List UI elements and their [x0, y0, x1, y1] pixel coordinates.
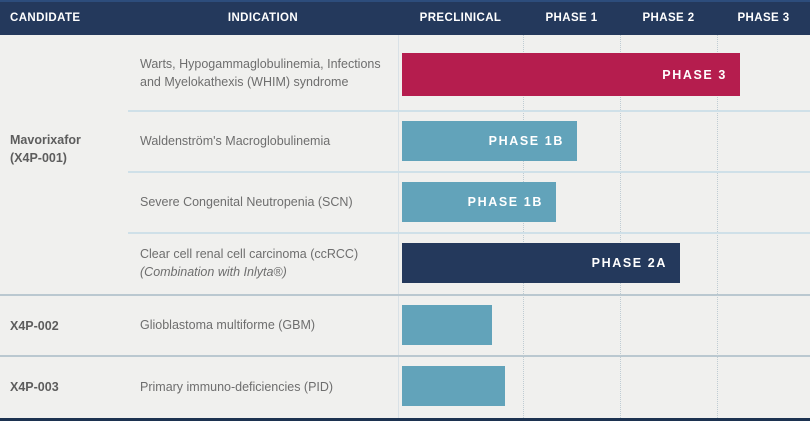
- indication-whim: Warts, Hypogammaglobulinemia, Infections…: [128, 35, 398, 110]
- candidate-name: Mavorixafor: [10, 133, 81, 147]
- indication-line: Primary immuno-deficiencies (PID): [140, 379, 334, 394]
- column-gridline-phase-1: [523, 35, 524, 418]
- column-gridline-phase-2: [620, 35, 621, 418]
- candidate-label-x4p-003: X4P-003: [10, 356, 59, 418]
- header-cell-indication: INDICATION: [227, 12, 299, 24]
- bottom-margin: [0, 421, 810, 426]
- phase-bar-ccrcc-phase-2a: PHASE 2A: [402, 243, 680, 283]
- candidate-label-x4p-002: X4P-002: [10, 295, 59, 356]
- row-divider: [128, 110, 810, 112]
- candidate-code: (X4P-001): [10, 151, 67, 165]
- indication-pid: Primary immuno-deficiencies (PID): [128, 355, 398, 418]
- header-cell-phase-1: PHASE 1: [545, 12, 598, 24]
- indication-gbm: Glioblastoma multiforme (GBM): [128, 294, 398, 355]
- indication-ccrcc: Clear cell renal cell carcinoma (ccRCC) …: [128, 232, 398, 294]
- bottom-border: [0, 418, 810, 421]
- header-row: CANDIDATE INDICATION PRECLINICAL PHASE 1…: [0, 0, 810, 35]
- indication-line: Clear cell renal cell carcinoma (ccRCC): [140, 247, 359, 261]
- candidate-label-mavorixafor: Mavorixafor (X4P-001): [10, 131, 81, 167]
- chart-area-separator: [398, 35, 399, 418]
- column-gridline-phase-3: [717, 35, 718, 418]
- indication-line: and Myelokathexis (WHIM) syndrome: [140, 74, 349, 89]
- indication-waldenstrom: Waldenström's Macroglobulinemia: [128, 110, 398, 171]
- indication-line: Severe Congenital Neutropenia (SCN): [140, 194, 353, 209]
- phase-bar-label: PHASE 2A: [591, 256, 667, 270]
- indication-scn: Severe Congenital Neutropenia (SCN): [128, 171, 398, 232]
- row-divider: [128, 171, 810, 173]
- phase-bar-pid-preclinical: [402, 366, 505, 406]
- candidate-name: X4P-003: [10, 380, 59, 394]
- indication-line: Waldenström's Macroglobulinemia: [140, 133, 331, 148]
- phase-bar-gbm-preclinical: [402, 305, 492, 345]
- group-divider: [0, 294, 810, 296]
- indication-line: Warts, Hypogammaglobulinemia, Infections: [140, 56, 381, 71]
- header-cell-phase-2: PHASE 2: [642, 12, 695, 24]
- phase-bar-waldenstrom-phase-1b: PHASE 1B: [402, 121, 577, 161]
- candidate-name: X4P-002: [10, 318, 59, 333]
- header-cell-preclinical: PRECLINICAL: [419, 12, 502, 24]
- phase-bar-scn-phase-1b: PHASE 1B: [402, 182, 556, 222]
- phase-bar-label: PHASE 3: [662, 67, 727, 82]
- indication-line-italic: (Combination with Inlyta®): [140, 265, 287, 279]
- indication-line: Glioblastoma multiforme (GBM): [140, 317, 316, 332]
- group-divider: [0, 355, 810, 357]
- header-cell-phase-3: PHASE 3: [737, 12, 790, 24]
- phase-bar-whim-phase-3: PHASE 3: [402, 53, 740, 96]
- row-divider: [128, 232, 810, 234]
- phase-bar-label: PHASE 1B: [467, 195, 543, 209]
- chart-body-background: [0, 35, 810, 418]
- phase-bar-label: PHASE 1B: [488, 134, 564, 148]
- header-cell-candidate: CANDIDATE: [10, 12, 81, 24]
